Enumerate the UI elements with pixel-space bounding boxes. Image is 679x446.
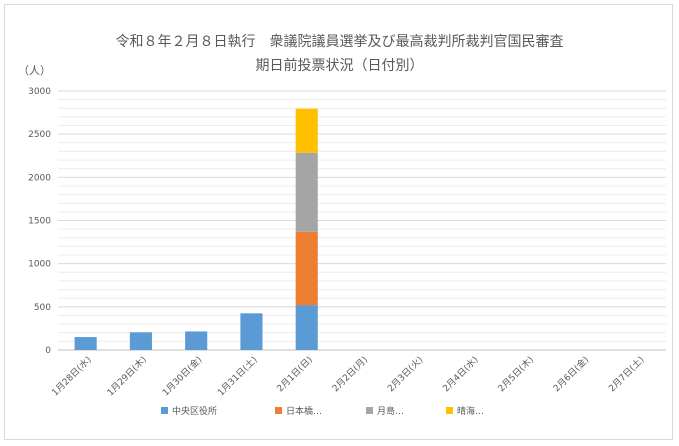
x-tick-label: 1月29日(木) bbox=[104, 354, 149, 399]
legend-item: 晴海… bbox=[446, 404, 484, 417]
y-tick-label: 500 bbox=[34, 303, 51, 313]
legend-label: 日本橋… bbox=[286, 407, 323, 417]
bar-segment bbox=[74, 337, 97, 350]
legend-swatch bbox=[366, 407, 373, 414]
chart-title-line2: 期日前投票状況（日付別） bbox=[255, 58, 424, 74]
y-tick-label: 2000 bbox=[28, 173, 51, 183]
y-tick-label: 3000 bbox=[28, 87, 51, 97]
bar-segment bbox=[295, 305, 318, 350]
x-tick-label: 2月1日(日) bbox=[275, 354, 315, 394]
legend-item: 日本橋… bbox=[275, 404, 322, 417]
bar-segment bbox=[295, 108, 318, 153]
x-tick-label: 2月6日(金) bbox=[551, 354, 592, 395]
x-tick-label: 2月2日(月) bbox=[330, 354, 370, 394]
y-tick-label: 1000 bbox=[28, 260, 51, 270]
x-tick-label: 1月31日(土) bbox=[215, 354, 260, 399]
chart-title-line1: 令和８年２月８日執行 衆議院議員選挙及び最高裁判所裁判官国民審査 bbox=[115, 34, 564, 50]
legend-item: 月島… bbox=[366, 404, 404, 417]
legend-label: 晴海… bbox=[457, 407, 485, 417]
y-axis-unit-label: （人） bbox=[18, 64, 51, 77]
legend-label: 中央区役所 bbox=[172, 407, 218, 417]
bar-segment bbox=[240, 313, 263, 350]
bar-segment bbox=[129, 332, 152, 350]
chart-frame bbox=[4, 4, 673, 440]
x-tick-label: 2月5日(木) bbox=[495, 354, 536, 395]
bar-segment bbox=[185, 331, 208, 350]
legend-swatch bbox=[446, 407, 453, 414]
legend-swatch bbox=[161, 407, 168, 414]
legend-item: 中央区役所 bbox=[161, 404, 217, 417]
legend-label: 月島… bbox=[377, 407, 405, 417]
legend-swatch bbox=[275, 407, 282, 414]
y-tick-label: 0 bbox=[45, 346, 51, 356]
chart-legend: 中央区役所 日本橋… 月島… 晴海… bbox=[0, 404, 679, 418]
x-tick-label: 1月30日(金) bbox=[160, 354, 205, 399]
y-tick-label: 2500 bbox=[28, 130, 51, 140]
y-tick-label: 1500 bbox=[28, 217, 51, 227]
x-tick-label: 2月4日(水) bbox=[440, 354, 481, 395]
x-tick-label: 1月28日(水) bbox=[49, 354, 94, 399]
bar-segment bbox=[295, 231, 318, 306]
x-tick-label: 2月3日(火) bbox=[385, 354, 425, 394]
bar-segment bbox=[295, 152, 318, 232]
x-tick-label: 2月7日(土) bbox=[606, 354, 647, 395]
